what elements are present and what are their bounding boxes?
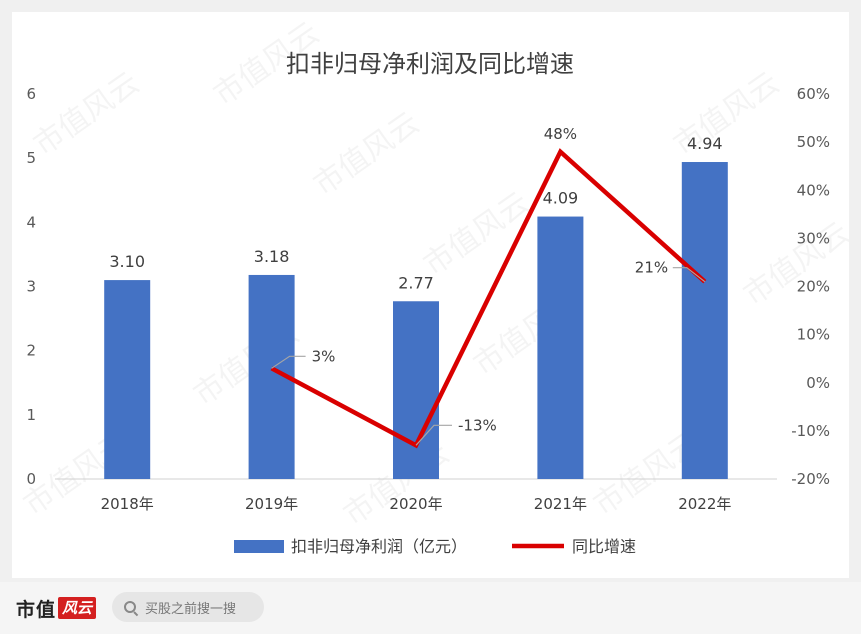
footer-bar: 市值 风云 买股之前搜一搜 (0, 582, 861, 634)
y-right-tick-label: 40% (797, 181, 830, 199)
brand-name: 市值 (16, 598, 57, 621)
bar-data-label: 3.18 (254, 247, 290, 266)
bar (104, 280, 151, 479)
watermark-text: 市值风云 (737, 215, 849, 312)
y-left-tick-label: 2 (26, 342, 36, 360)
line-label-leader (415, 424, 452, 446)
legend-bar-label: 扣非归母净利润（亿元） (291, 537, 467, 556)
y-left-tick-label: 1 (26, 406, 36, 424)
brand-logo[interactable]: 市值 风云 (16, 596, 97, 621)
x-tick-label: 2020年 (389, 495, 442, 513)
y-right-tick-label: -20% (791, 470, 830, 488)
line-data-label: 3% (312, 347, 336, 365)
y-right-tick-label: 60% (797, 85, 830, 103)
growth-line (270, 148, 707, 449)
y-left-tick-label: 0 (26, 470, 36, 488)
y-right-tick-label: -10% (791, 422, 830, 440)
bar (681, 162, 728, 479)
y-right-tick-label: 30% (797, 229, 830, 247)
chart-title: 扣非归母净利润及同比增速 (286, 50, 574, 78)
legend-bar-swatch (234, 540, 284, 553)
bar-data-label: 4.94 (687, 134, 723, 153)
line-data-label: 48% (544, 125, 577, 143)
line-label-leader (271, 355, 306, 369)
bar (393, 301, 439, 479)
y-left-tick-label: 4 (26, 213, 36, 231)
y-right-tick-label: 0% (806, 374, 830, 392)
bar (537, 216, 584, 479)
x-tick-label: 2018年 (101, 495, 154, 513)
y-right-tick-label: 20% (797, 278, 830, 296)
x-tick-label: 2019年 (245, 495, 298, 513)
chart-card: 市值风云 市值风云 市值风云 市值风云 市值风云 市值风云 市值风云 市值风云 市值风云 市值风云… (12, 12, 849, 578)
watermark-text: 市值风云 (27, 65, 145, 162)
watermark-text: 市值风云 (667, 65, 785, 162)
search-icon (124, 600, 137, 614)
brand-badge: 风云 (58, 597, 97, 619)
y-left-tick-label: 3 (26, 278, 36, 296)
y-left-tick-label: 5 (26, 149, 36, 167)
line-data-label: -13% (458, 416, 497, 434)
x-tick-label: 2022年 (678, 495, 731, 513)
line-data-label: 21% (635, 259, 668, 277)
bar-data-label: 2.77 (398, 273, 434, 292)
watermark-text: 市值风云 (307, 105, 425, 202)
search-placeholder: 买股之前搜一搜 (145, 601, 237, 617)
y-right-tick-label: 50% (797, 133, 830, 151)
y-right-tick-label: 10% (797, 326, 830, 344)
search-box[interactable]: 买股之前搜一搜 (112, 592, 264, 622)
legend-line-label: 同比增速 (572, 537, 636, 556)
bar-data-label: 3.10 (109, 252, 145, 271)
bar-data-label: 4.09 (543, 189, 579, 208)
y-left-tick-label: 6 (26, 85, 36, 103)
x-tick-label: 2021年 (534, 495, 587, 513)
line-label-leader (672, 267, 706, 283)
